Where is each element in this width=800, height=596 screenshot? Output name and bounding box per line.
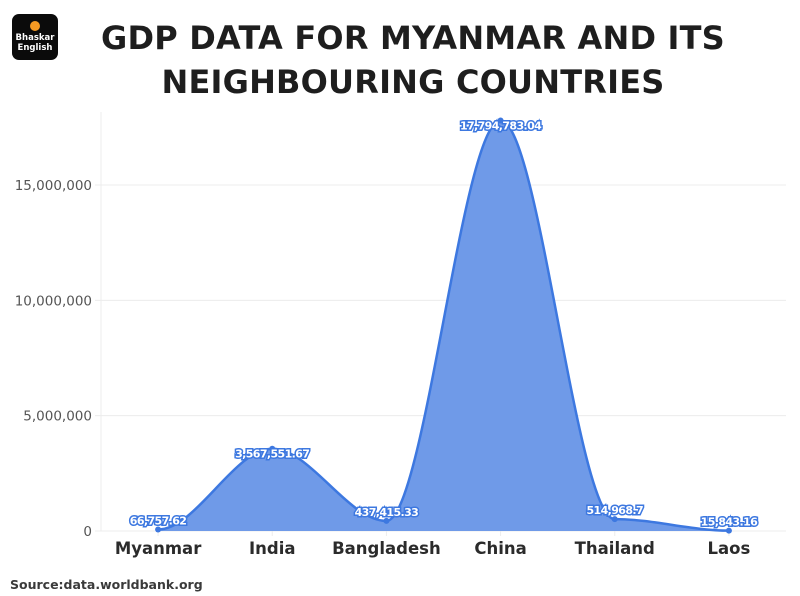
x-axis: Myanmar India Bangladesh China Thailand Laos (115, 531, 751, 558)
y-tick-label: 10,000,000 (15, 293, 92, 309)
data-label: 15,843.16 (701, 516, 758, 529)
data-point[interactable] (497, 117, 504, 124)
x-tick-label: Thailand (575, 539, 655, 558)
x-tick-label: India (249, 539, 296, 558)
logo-text-line1: Bhaskar (15, 33, 55, 43)
x-tick-label: Myanmar (115, 539, 202, 558)
y-tick-label: 15,000,000 (15, 178, 92, 194)
gdp-series (155, 117, 732, 534)
data-label: 514,968.7 (586, 504, 643, 517)
chart-title: GDP DATA FOR MYANMAR AND ITS NEIGHBOURIN… (80, 16, 746, 104)
y-tick-label: 0 (83, 524, 92, 540)
data-point[interactable] (269, 445, 276, 452)
chart-title-line1: GDP DATA FOR MYANMAR AND ITS (101, 19, 725, 57)
data-label: 66,757.62 (130, 514, 187, 527)
logo-text-line2: English (17, 43, 53, 53)
logo-dot-icon (30, 21, 40, 31)
data-labels: 66,757.62 3,567,551.67 437,415.33 17,794,78… (128, 118, 760, 530)
y-axis: 0 5,000,000 10,000,000 15,000,000 (15, 178, 92, 540)
brand-logo: Bhaskar English (12, 14, 58, 60)
data-label: 17,794,783.04 (460, 120, 542, 133)
data-point[interactable] (725, 527, 732, 534)
data-point[interactable] (611, 516, 618, 523)
y-tick-label: 5,000,000 (23, 409, 92, 425)
x-tick-label: Bangladesh (332, 539, 441, 558)
x-tick-label: China (474, 539, 526, 558)
x-tick-label: Laos (708, 539, 751, 558)
source-note: Source:data.worldbank.org (10, 577, 203, 592)
data-point[interactable] (155, 526, 162, 533)
data-label: 3,567,551.67 (235, 448, 309, 461)
data-label: 437,415.33 (355, 506, 419, 519)
chart-title-line2: NEIGHBOURING COUNTRIES (161, 63, 665, 101)
data-point[interactable] (383, 517, 390, 524)
